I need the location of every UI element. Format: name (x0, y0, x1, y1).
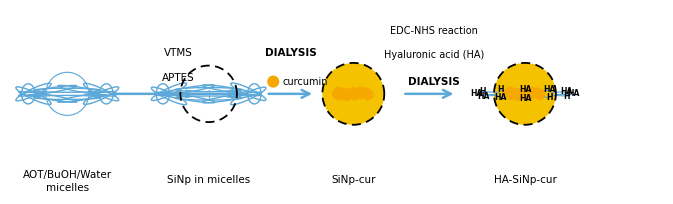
Text: EDC-NHS reaction: EDC-NHS reaction (390, 26, 478, 36)
Ellipse shape (513, 90, 524, 101)
Ellipse shape (494, 63, 556, 125)
Ellipse shape (322, 63, 384, 125)
Text: DIALYSIS: DIALYSIS (409, 76, 460, 87)
Ellipse shape (534, 89, 545, 100)
Ellipse shape (336, 87, 347, 98)
Text: HA: HA (495, 93, 507, 102)
Ellipse shape (46, 72, 89, 115)
Text: H: H (546, 93, 553, 102)
Ellipse shape (341, 90, 352, 101)
Ellipse shape (349, 90, 360, 100)
Text: SiNp in micelles: SiNp in micelles (167, 174, 250, 185)
Ellipse shape (355, 88, 365, 99)
Text: HA: HA (519, 94, 531, 103)
Ellipse shape (503, 89, 514, 99)
Text: HA: HA (476, 92, 489, 101)
Text: APTES: APTES (162, 72, 194, 83)
Text: SiNp-cur: SiNp-cur (331, 174, 376, 185)
Text: HA-SiNp-cur: HA-SiNp-cur (493, 174, 557, 185)
Ellipse shape (363, 89, 374, 100)
Text: HA: HA (470, 89, 483, 98)
Ellipse shape (343, 88, 353, 99)
Ellipse shape (514, 88, 525, 99)
Text: HA: HA (543, 85, 555, 94)
Text: H: H (480, 87, 486, 96)
Ellipse shape (520, 87, 530, 98)
Ellipse shape (506, 89, 517, 100)
Ellipse shape (526, 87, 537, 97)
Ellipse shape (333, 87, 344, 97)
Text: VTMS: VTMS (164, 48, 192, 58)
Ellipse shape (360, 87, 371, 98)
Ellipse shape (334, 89, 345, 100)
Ellipse shape (521, 90, 532, 100)
Text: H: H (497, 85, 504, 94)
Text: curcumin: curcumin (283, 76, 328, 87)
Ellipse shape (505, 87, 516, 97)
Ellipse shape (534, 89, 545, 100)
Text: Hyaluronic acid (HA): Hyaluronic acid (HA) (384, 50, 484, 60)
Ellipse shape (532, 87, 542, 98)
Ellipse shape (507, 87, 518, 98)
Ellipse shape (363, 89, 374, 100)
Text: H: H (564, 92, 570, 101)
Ellipse shape (267, 75, 279, 88)
Ellipse shape (355, 87, 365, 97)
Text: micelles: micelles (46, 183, 89, 193)
Ellipse shape (332, 89, 343, 99)
Text: HA: HA (567, 89, 579, 98)
Text: DIALYSIS: DIALYSIS (265, 48, 316, 58)
Ellipse shape (348, 87, 359, 98)
Text: HA: HA (519, 85, 531, 94)
Text: AOT/BuOH/Water: AOT/BuOH/Water (23, 170, 112, 181)
Text: HA: HA (561, 87, 573, 96)
Ellipse shape (526, 88, 537, 99)
